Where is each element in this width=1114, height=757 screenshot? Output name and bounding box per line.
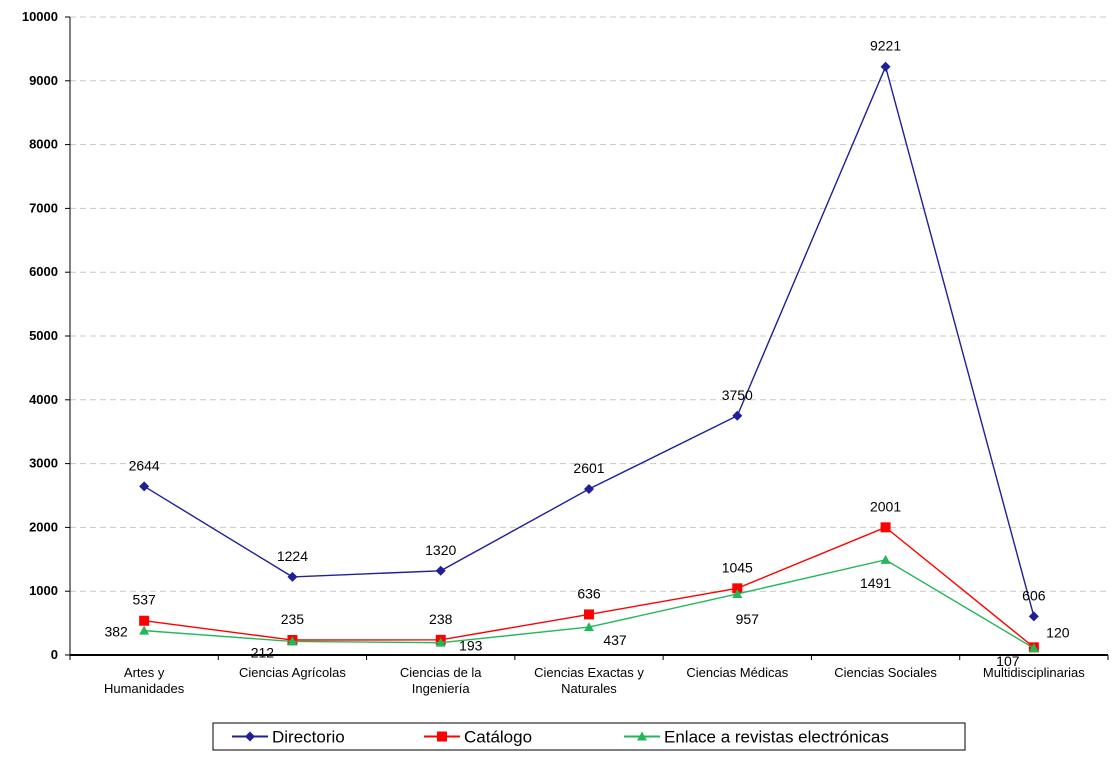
x-tick-label: Ingeniería (412, 681, 471, 696)
legend-marker (245, 731, 255, 742)
data-label: 2601 (573, 460, 604, 476)
x-tick-label: Ciencias Sociales (834, 665, 937, 680)
data-point (287, 571, 298, 582)
data-point (584, 484, 594, 495)
data-label: 2001 (870, 498, 901, 514)
data-point (732, 583, 743, 594)
data-label: 636 (577, 585, 601, 601)
data-point (435, 637, 446, 647)
legend-marker (637, 731, 647, 741)
x-tick-label: Ciencias de la (400, 665, 482, 680)
data-point (435, 565, 446, 576)
data-label: 957 (736, 611, 760, 627)
data-label: 212 (251, 644, 275, 660)
legend-label: Directorio (272, 728, 345, 747)
legend: Directorio Catálogo Enlace a revistas elec… (212, 722, 966, 751)
series-line-3 (144, 559, 1035, 649)
data-point (880, 554, 891, 564)
data-label: 537 (132, 592, 156, 608)
data-point (139, 481, 150, 492)
data-label: 437 (603, 632, 627, 648)
axes: 0 1000 2000 3000 4000 5000 6000 7000 8000 9000 100… (22, 9, 1109, 696)
series (139, 61, 1039, 653)
x-tick-label: Naturales (561, 681, 617, 696)
x-tick-label: Ciencias Exactas y (534, 665, 644, 680)
y-tick-label: 10000 (22, 9, 58, 24)
data-point (139, 615, 150, 626)
data-label: 120 (1046, 624, 1070, 640)
y-tick-label: 4000 (29, 392, 58, 407)
data-label: 3750 (722, 387, 753, 403)
data-point (732, 588, 743, 598)
y-tick-label: 7000 (29, 200, 58, 215)
y-tick-label: 6000 (29, 264, 58, 279)
x-tick-label: Artes y (124, 665, 165, 680)
data-label: 1320 (425, 542, 456, 558)
gridlines (70, 16, 1108, 592)
data-point (880, 522, 891, 533)
x-tick-label: Ciencias Médicas (686, 665, 788, 680)
data-label: 1224 (277, 548, 308, 564)
y-tick-label: 8000 (29, 137, 58, 152)
y-tick-label: 1000 (29, 583, 58, 598)
data-label: 193 (459, 638, 483, 654)
data-label: 238 (429, 611, 453, 627)
legend-label: Catálogo (464, 728, 532, 747)
y-tick-label: 2000 (29, 519, 58, 534)
data-point (584, 622, 594, 632)
data-point (1028, 643, 1039, 653)
data-label: 107 (996, 653, 1020, 669)
x-tick-label: Humanidades (104, 681, 185, 696)
data-point (287, 636, 298, 646)
legend-label: Enlace a revistas electrónicas (664, 728, 889, 747)
data-point (880, 61, 891, 72)
y-tick-label: 5000 (29, 328, 58, 343)
data-label: 382 (104, 624, 128, 640)
data-label: 606 (1022, 587, 1046, 603)
data-labels: 2644 1224 1320 2601 3750 9221 606 537 235 238 636 1… (104, 38, 1069, 669)
y-tick-label: 9000 (29, 73, 58, 88)
data-point (1028, 611, 1039, 622)
data-point (584, 609, 594, 620)
x-tick-label: Multidisciplinarias (983, 665, 1085, 680)
data-label: 1045 (722, 559, 753, 575)
legend-box (212, 722, 966, 751)
data-label: 9221 (870, 38, 901, 54)
data-label: 2644 (129, 457, 160, 473)
y-tick-label: 3000 (29, 456, 58, 471)
data-point (139, 625, 150, 635)
data-label: 1491 (860, 575, 891, 591)
data-label: 235 (281, 611, 305, 627)
series-line-1 (143, 64, 1035, 617)
data-point (732, 410, 743, 421)
legend-marker (437, 731, 447, 742)
y-tick-label: 0 (51, 647, 58, 662)
x-tick-label: Ciencias Agrícolas (239, 665, 346, 680)
